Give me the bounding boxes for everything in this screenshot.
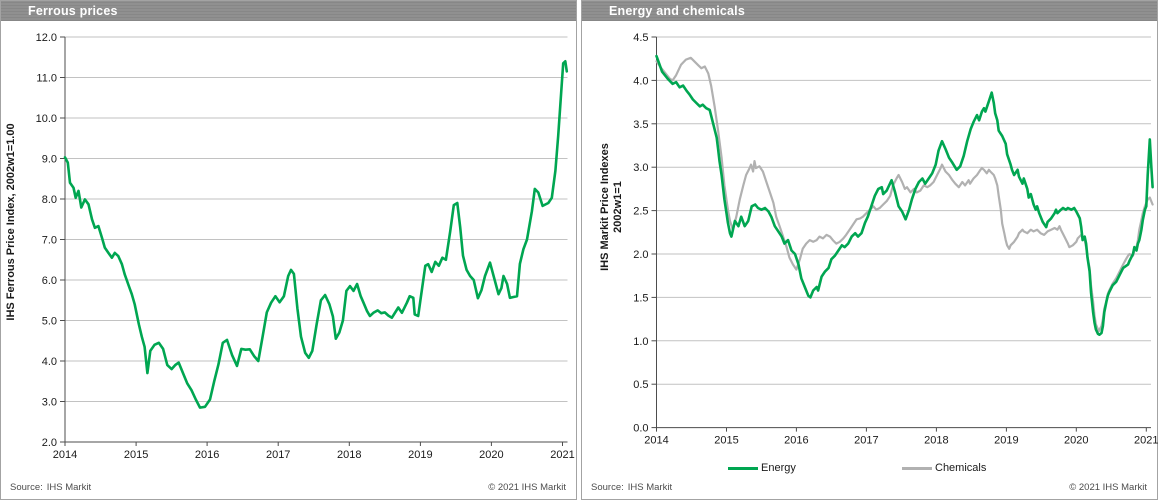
x-tick-label: 2015: [124, 449, 148, 461]
x-tick-label: 2015: [714, 435, 738, 447]
y-tick-label: 2.5: [633, 206, 648, 218]
y-tick-label: 10.0: [36, 113, 57, 125]
y-tick-label: 11.0: [36, 73, 57, 85]
y-tick-label: 12.0: [36, 32, 57, 44]
legend-item-chemicals: Chemicals: [902, 460, 986, 476]
y-tick-label: 3.0: [633, 162, 648, 174]
x-tick-label: 2016: [784, 435, 808, 447]
energy-series-line: [655, 54, 1154, 337]
x-tick-label: 2020: [1064, 435, 1088, 447]
gridlines: [65, 36, 568, 402]
y-tick-label: 4.5: [633, 32, 648, 44]
y-tick-label: 2.0: [633, 249, 648, 261]
x-tick-label: 2017: [854, 435, 878, 447]
y-tick-label: 3.5: [633, 119, 648, 131]
ferrous-series-line: [63, 59, 569, 409]
x-tick-label: 2018: [337, 449, 361, 461]
x-tick-label: 2019: [408, 449, 432, 461]
x-tick-label: 2020: [479, 449, 503, 461]
legend-item-energy: Energy: [728, 460, 796, 476]
y-tick-label: 7.0: [42, 235, 57, 247]
y-tick-label: 3.0: [42, 397, 57, 409]
y-tick-label: 9.0: [42, 154, 57, 166]
source-note: Source: IHS Markit: [591, 482, 676, 493]
source-label: Source:: [10, 482, 43, 493]
gridlines: [656, 36, 1151, 385]
x-tick-label: 2019: [994, 435, 1018, 447]
y-tick-label: 4.0: [42, 356, 57, 368]
chemicals-series-line: [655, 56, 1154, 333]
source-label: Source:: [591, 482, 624, 493]
legend-label-energy: Energy: [761, 462, 796, 474]
x-tick-label: 2014: [53, 449, 77, 461]
x-tick-label: 2014: [644, 435, 668, 447]
y-tick-label: 4.0: [633, 75, 648, 87]
source-value: IHS Markit: [46, 482, 92, 493]
ferrous-prices-panel: Ferrous prices 12.0 11.0 10.0 9.0 8.0 7.0 6.0 5…: [0, 0, 577, 500]
energy-line-swatch: [728, 466, 758, 470]
axes: [651, 36, 1151, 432]
axes: [60, 36, 568, 446]
x-tick-label: 2021: [550, 449, 574, 461]
y-axis-title: IHS Markit Price Indexes2002w1=1: [599, 143, 624, 271]
chemicals-line-swatch: [902, 466, 932, 470]
y-axis-title: IHS Ferrous Price Index, 2002w1=1.00: [5, 123, 17, 320]
legend-label-chemicals: Chemicals: [935, 462, 987, 474]
x-tick-label: 2017: [266, 449, 290, 461]
source-value: IHS Markit: [627, 482, 673, 493]
x-tick-label: 2016: [195, 449, 219, 461]
source-note: Source: IHS Markit: [10, 482, 95, 493]
energy-panel-title: Energy and chemicals: [609, 4, 746, 18]
copyright-note: © 2021 IHS Markit: [1069, 482, 1147, 493]
y-tick-label: 2.0: [42, 437, 57, 449]
ferrous-panel-title: Ferrous prices: [28, 4, 118, 18]
y-tick-label: 6.0: [42, 275, 57, 287]
y-tick-label: 1.0: [633, 336, 648, 348]
ferrous-source-row: Source: IHS Markit © 2021 IHS Markit: [10, 482, 566, 493]
y-tick-label: 1.5: [633, 292, 648, 304]
y-tick-label: 5.0: [42, 316, 57, 328]
energy-chemicals-panel: Energy and chemicals 4.5 4.0 3.5 3.0 2.5 2.0 1…: [581, 0, 1158, 500]
ferrous-panel-title-bar: Ferrous prices: [1, 1, 576, 21]
energy-source-row: Source: IHS Markit © 2021 IHS Markit: [591, 482, 1147, 493]
copyright-note: © 2021 IHS Markit: [488, 482, 566, 493]
y-tick-label: 8.0: [42, 194, 57, 206]
ferrous-price-line-chart: 12.0 11.0 10.0 9.0 8.0 7.0 6.0 5.0 4.0 3.0 2.02014…: [5, 32, 575, 461]
y-tick-label: 0.0: [633, 423, 648, 435]
x-tick-label: 2018: [924, 435, 948, 447]
energy-panel-title-bar: Energy and chemicals: [582, 1, 1157, 21]
x-tick-label: 2021: [1134, 435, 1158, 447]
chart-legend: Energy Chemicals: [582, 460, 1157, 476]
y-tick-label: 0.5: [633, 379, 648, 391]
